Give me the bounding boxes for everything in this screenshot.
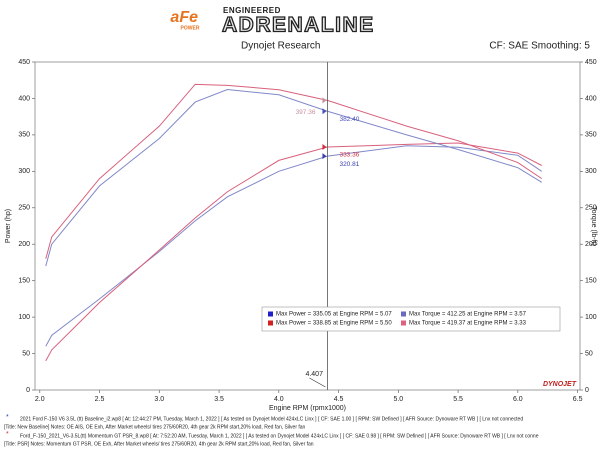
cursor-marker [322, 153, 327, 160]
settings-label: CF: SAE Smoothing: 5 [489, 41, 590, 52]
footer-line: 2021 Ford F-150 V6 3.5L (tt) Baseline_i2… [20, 416, 523, 422]
cursor-marker [322, 108, 327, 115]
y2-tick-label: 350 [585, 132, 597, 139]
y-tick-label: 250 [18, 205, 30, 212]
y2-tick-label: 0 [585, 387, 589, 394]
y2-tick-label: 250 [585, 205, 597, 212]
series-line [45, 89, 543, 267]
marker: * [6, 414, 9, 421]
logo: aFe [170, 9, 198, 26]
y-tick-label: 350 [18, 132, 30, 139]
y2-tick-label: 450 [585, 59, 597, 66]
legend-swatch [401, 311, 406, 317]
x-tick-label: 6.0 [513, 396, 523, 403]
legend-swatch [268, 320, 273, 326]
tagline-top: ENGINEERED [223, 6, 281, 15]
x-tick-label: 4.0 [274, 396, 284, 403]
cursor-arrow [309, 377, 326, 388]
logo-sub: POWER [181, 25, 200, 31]
y-tick-label: 100 [18, 314, 30, 321]
legend-label: Max Power = 335.05 at Engine RPM = 5.07 [276, 312, 392, 318]
legend-swatch [268, 311, 273, 317]
y2-tick-label: 100 [585, 314, 597, 321]
y2-tick-label: 50 [585, 350, 593, 357]
y-tick-label: 450 [18, 59, 30, 66]
x-tick-label: 5.0 [393, 396, 403, 403]
legend-label: Max Power = 338.85 at Engine RPM = 5.50 [276, 321, 392, 327]
plot-frame [34, 61, 581, 391]
legend-swatch [401, 320, 406, 326]
y-tick-label: 50 [22, 350, 30, 357]
footer-line: [Title: New Baseline] Notes: OE AIS, OE … [4, 424, 306, 430]
cursor-marker [322, 97, 327, 104]
y-tick-label: 200 [18, 241, 30, 248]
marker: * [6, 431, 9, 438]
cursor-label: 4.407 [305, 371, 323, 378]
y-tick-label: 0 [26, 387, 30, 394]
y2-tick-label: 150 [585, 278, 597, 285]
brand: DYNOJET [543, 381, 577, 388]
legend-box [261, 306, 561, 332]
x-tick-label: 2.0 [35, 396, 45, 403]
y2-tick-label: 200 [585, 241, 597, 248]
x-tick-label: 3.5 [214, 396, 224, 403]
footer-line: [Title: PSR] Notes: Momentum GT PSR, OE … [4, 441, 314, 447]
y-tick-label: 150 [18, 278, 30, 285]
x-tick-label: 2.5 [95, 396, 105, 403]
cursor-readout: 382.40 [339, 116, 359, 123]
y2-tick-label: 400 [585, 95, 597, 102]
series-line [45, 83, 543, 259]
cursor-readout: 320.81 [339, 161, 359, 168]
x-tick-label: 3.0 [154, 396, 164, 403]
x-axis-label: Engine RPM (rpmx1000) [269, 405, 346, 412]
cursor-readout: 333.36 [339, 152, 359, 159]
x-tick-label: 6.5 [573, 396, 583, 403]
y-axis-label: Power (hp) [5, 209, 12, 243]
tagline: ADRENALINE [222, 14, 375, 37]
legend-label: Max Torque = 419.37 at Engine RPM = 3.33 [409, 321, 527, 327]
cursor-marker [322, 144, 327, 151]
source-label: Dynojet Research [241, 41, 320, 52]
y-tick-label: 300 [18, 168, 30, 175]
x-tick-label: 4.5 [334, 396, 344, 403]
y2-axis-label: Torque (lb-ft) [590, 206, 597, 246]
cursor-readout: 397.36 [296, 109, 316, 116]
y-tick-label: 400 [18, 95, 30, 102]
legend-label: Max Torque = 412.25 at Engine RPM = 3.57 [409, 312, 527, 318]
footer-line: Ford_F-150_2021_V6-3.5L(tt) Momentum GT … [20, 433, 539, 439]
y2-tick-label: 300 [585, 168, 597, 175]
footer-markers: * * [6, 414, 9, 438]
x-tick-label: 5.5 [453, 396, 463, 403]
series-line [45, 145, 543, 347]
